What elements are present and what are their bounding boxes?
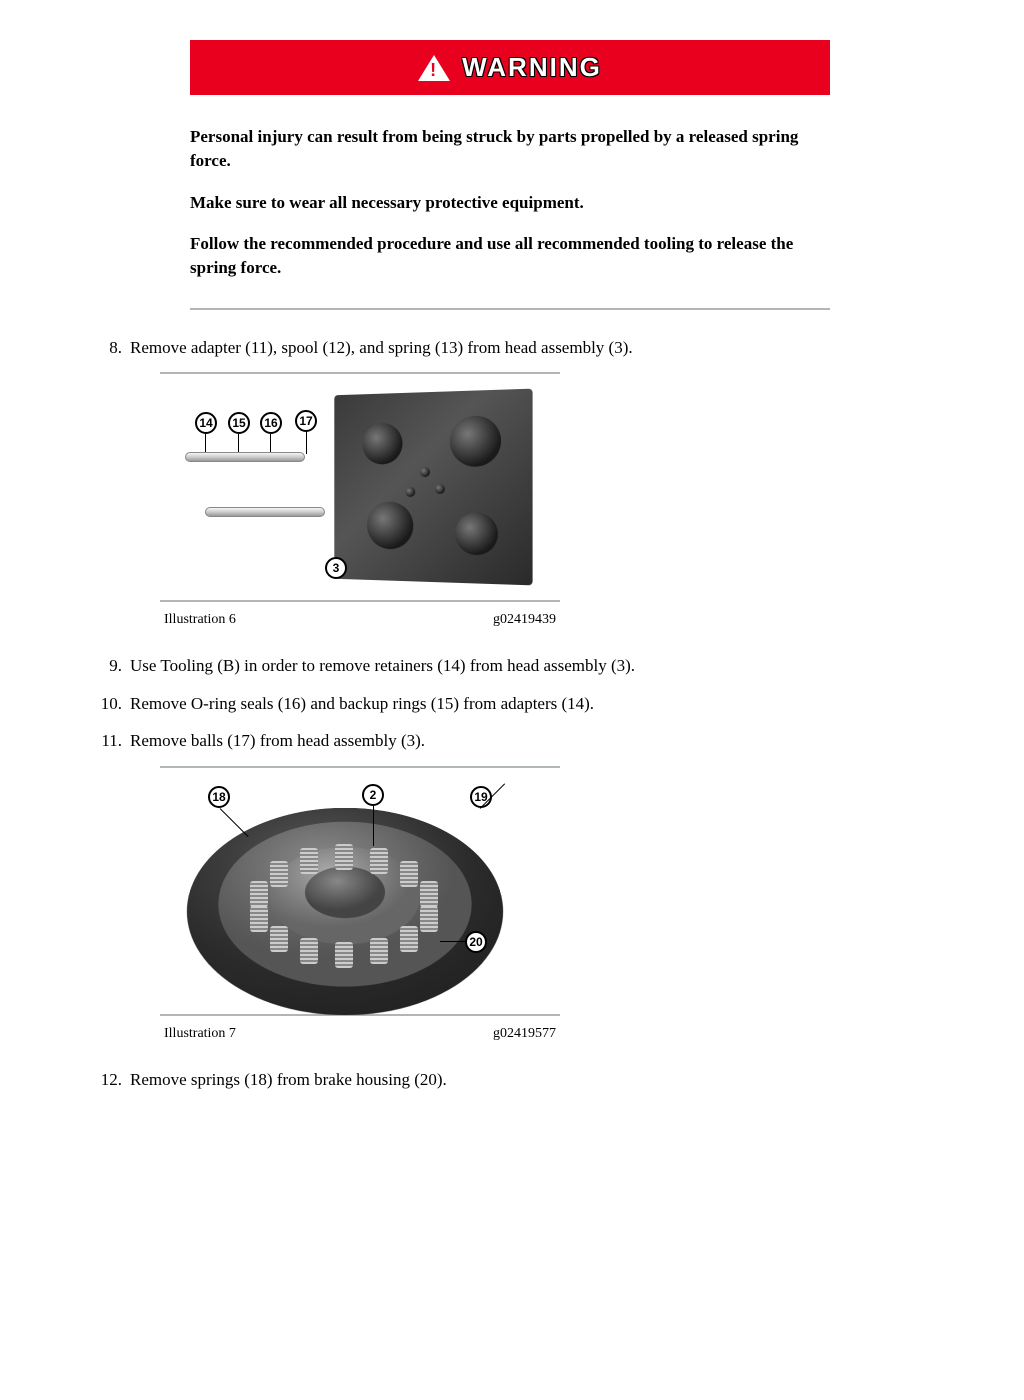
spring-5: [370, 848, 388, 874]
callout-18: 18: [208, 786, 230, 808]
figure-7: 18 2 19 20 Illustration 7 g02419577: [160, 766, 560, 1042]
leader-17: [306, 432, 307, 454]
figure-7-caption: Illustration 7 g02419577: [160, 1026, 560, 1042]
spring-14: [250, 906, 268, 932]
warning-triangle-icon: [418, 55, 450, 81]
spring-13: [270, 926, 288, 952]
step-10: 10. Remove O-ring seals (16) and backup …: [90, 691, 934, 717]
spring-7: [420, 881, 438, 907]
leader-16: [270, 434, 271, 452]
step-12-num: 12.: [90, 1067, 130, 1093]
step-8: 8. Remove adapter (11), spool (12), and …: [90, 335, 934, 361]
leader-18: [220, 808, 249, 837]
callout-14: 14: [195, 412, 217, 434]
small-hole-2: [435, 484, 445, 494]
callout-20: 20: [465, 931, 487, 953]
leader-15: [238, 434, 239, 452]
step-11-num: 11.: [90, 728, 130, 754]
hole-1: [362, 423, 402, 465]
step-12: 12. Remove springs (18) from brake housi…: [90, 1067, 934, 1093]
step-10-num: 10.: [90, 691, 130, 717]
step-9-text: Use Tooling (B) in order to remove retai…: [130, 653, 934, 679]
step-11-text: Remove balls (17) from head assembly (3)…: [130, 728, 934, 754]
figure-6: 14 15 16 17 3 Illustration 6 g02419439: [160, 372, 560, 628]
hole-2: [450, 416, 501, 468]
illustration-7-image: 18 2 19 20: [160, 776, 530, 1006]
figure-6-label: Illustration 6: [164, 612, 236, 628]
leader-2: [373, 806, 374, 846]
warning-divider: [190, 308, 830, 310]
hole-4: [455, 513, 498, 556]
head-assembly-block: [334, 389, 532, 586]
callout-17: 17: [295, 410, 317, 432]
callout-19: 19: [470, 786, 492, 808]
step-10-text: Remove O-ring seals (16) and backup ring…: [130, 691, 934, 717]
spring-11: [335, 942, 353, 968]
figure-6-bottom-divider: [160, 600, 560, 602]
figure-6-caption: Illustration 6 g02419439: [160, 612, 560, 628]
figure-7-label: Illustration 7: [164, 1026, 236, 1042]
hole-3: [367, 502, 413, 550]
spring-3: [300, 848, 318, 874]
pin-1: [185, 452, 305, 462]
illustration-6-image: 14 15 16 17 3: [160, 382, 530, 592]
figure-7-top-divider: [160, 766, 560, 768]
warning-p3: Follow the recommended procedure and use…: [190, 232, 830, 280]
callout-16: 16: [260, 412, 282, 434]
small-hole-3: [405, 487, 415, 497]
figure-6-top-divider: [160, 372, 560, 374]
figure-7-code: g02419577: [493, 1026, 556, 1042]
spring-10: [370, 938, 388, 964]
spring-12: [300, 938, 318, 964]
warning-p1: Personal injury can result from being st…: [190, 125, 830, 173]
small-hole-1: [420, 467, 430, 477]
callout-2: 2: [362, 784, 384, 806]
warning-p2: Make sure to wear all necessary protecti…: [190, 191, 830, 215]
warning-banner: WARNING: [190, 40, 830, 95]
step-8-num: 8.: [90, 335, 130, 361]
callout-15: 15: [228, 412, 250, 434]
warning-body: Personal injury can result from being st…: [190, 125, 830, 280]
spring-9: [400, 926, 418, 952]
leader-20: [440, 941, 465, 942]
spring-4: [335, 844, 353, 870]
warning-label: WARNING: [462, 52, 602, 83]
spring-8: [420, 906, 438, 932]
step-8-text: Remove adapter (11), spool (12), and spr…: [130, 335, 934, 361]
leader-14: [205, 434, 206, 452]
spring-2: [270, 861, 288, 887]
pin-2: [205, 507, 325, 517]
step-12-text: Remove springs (18) from brake housing (…: [130, 1067, 934, 1093]
figure-6-code: g02419439: [493, 612, 556, 628]
spring-1: [250, 881, 268, 907]
step-9-num: 9.: [90, 653, 130, 679]
spring-6: [400, 861, 418, 887]
step-11: 11. Remove balls (17) from head assembly…: [90, 728, 934, 754]
step-9: 9. Use Tooling (B) in order to remove re…: [90, 653, 934, 679]
